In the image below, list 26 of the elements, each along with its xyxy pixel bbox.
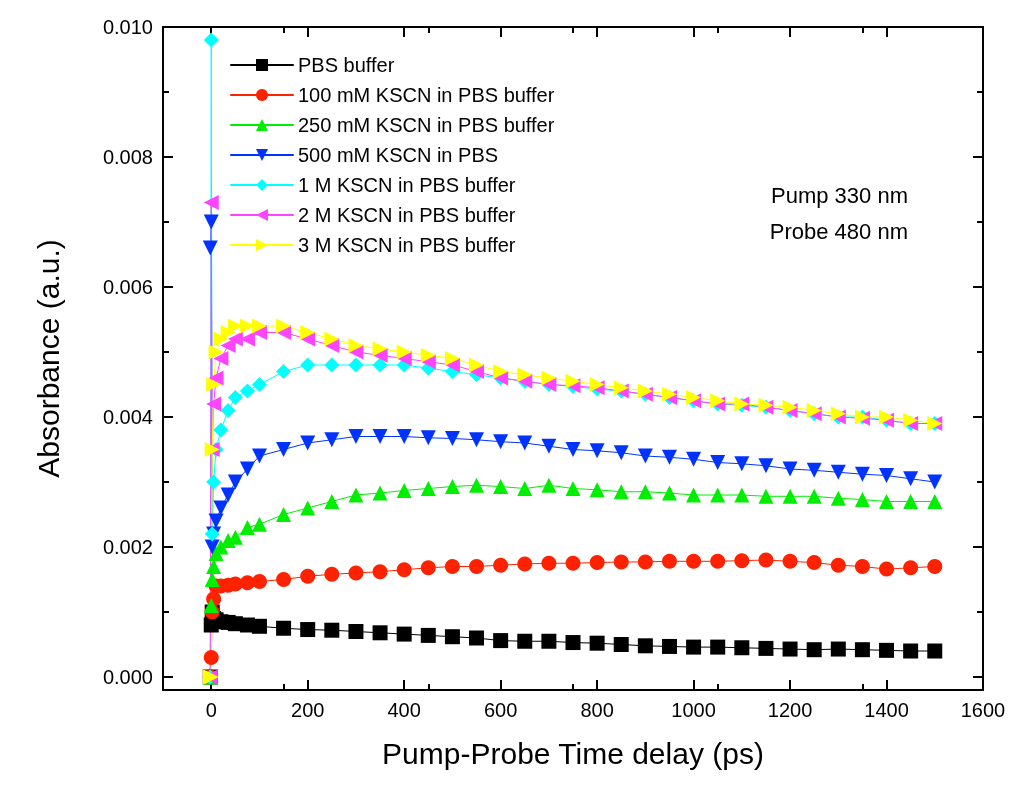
legend-label: PBS buffer — [298, 54, 395, 76]
x-tick-label: 1400 — [864, 699, 909, 721]
legend-label: 1 M KSCN in PBS buffer — [298, 174, 516, 196]
legend-label: 3 M KSCN in PBS buffer — [298, 234, 516, 256]
x-axis-title: Pump-Probe Time delay (ps) — [382, 736, 764, 770]
x-tick-label: 800 — [580, 699, 614, 721]
y-tick-label: 0.000 — [102, 666, 153, 688]
x-tick-label: 200 — [291, 699, 325, 721]
x-tick-label: 1200 — [767, 699, 813, 721]
legend-label: 250 mM KSCN in PBS buffer — [298, 114, 555, 136]
y-tick-label: 0.010 — [102, 16, 153, 38]
x-tick-label: 1000 — [671, 699, 716, 721]
x-tick-label: 600 — [483, 699, 518, 721]
annotation: Probe 480 nm — [769, 218, 908, 244]
x-tick-label: 0 — [205, 699, 217, 721]
y-tick-label: 0.006 — [102, 276, 153, 298]
y-axis-title: Absorbance (a.u.) — [31, 239, 65, 478]
legend-label: 2 M KSCN in PBS buffer — [298, 204, 516, 226]
y-tick-label: 0.002 — [102, 536, 153, 558]
y-tick-label: 0.008 — [102, 146, 153, 168]
y-tick-label: 0.004 — [102, 406, 153, 428]
annotation: Pump 330 nm — [771, 182, 909, 208]
legend-label: 100 mM KSCN in PBS buffer — [298, 84, 555, 106]
x-tick-label: 400 — [387, 699, 421, 721]
legend-label: 500 mM KSCN in PBS — [298, 144, 499, 166]
x-tick-label: 1600 — [960, 699, 1006, 721]
